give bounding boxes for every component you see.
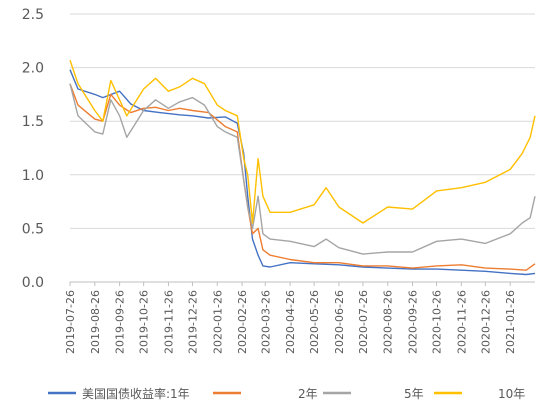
x-tick-label: 2019-11-26 — [162, 290, 175, 354]
y-tick-label: 2.5 — [22, 7, 44, 23]
x-tick-label: 2020-03-26 — [259, 290, 272, 354]
x-tick-label: 2020-06-26 — [333, 290, 346, 354]
legend: 美国国债收益率:1年 2年 5年 10年 — [48, 386, 525, 401]
x-tick-label: 2019-10-26 — [138, 290, 151, 354]
x-tick-label: 2020-04-26 — [284, 290, 297, 354]
legend-label-3: 10年 — [498, 387, 525, 401]
y-tick-label: 0.5 — [22, 221, 44, 237]
x-tick-label: 2020-09-26 — [407, 290, 420, 354]
y-tick-label: 0.0 — [22, 275, 44, 291]
series-line-2 — [69, 83, 536, 255]
x-tick-label: 2020-01-26 — [211, 290, 224, 354]
x-tick-label: 2019-07-26 — [64, 290, 77, 354]
legend-label-2: 5年 — [404, 387, 424, 401]
legend-label-0: 美国国债收益率:1年 — [82, 386, 190, 401]
x-tick-label: 2020-07-26 — [357, 290, 370, 354]
x-axis: 2019-07-26 2019-08-26 2019-09-26 2019-10-26… — [64, 282, 517, 354]
x-tick-label: 2020-10-26 — [431, 290, 444, 354]
gridlines — [70, 13, 535, 229]
x-tick-label: 2020-11-26 — [455, 290, 468, 354]
x-tick-label: 2019-12-26 — [187, 290, 200, 354]
series-line-1 — [69, 83, 536, 271]
x-tick-label: 2020-08-26 — [382, 290, 395, 354]
y-tick-label: 1.0 — [22, 168, 44, 184]
x-tick-label: 2021-01-26 — [504, 290, 517, 354]
x-tick-label: 2020-02-26 — [236, 290, 249, 354]
series-line-0 — [69, 69, 536, 276]
legend-label-1: 2年 — [298, 387, 318, 401]
x-tick-label: 2020-12-26 — [479, 290, 492, 354]
series-lines — [69, 59, 536, 276]
x-tick-label: 2019-08-26 — [89, 290, 102, 354]
y-axis: 0.0 0.5 1.0 1.5 2.0 2.5 — [22, 7, 44, 291]
y-tick-label: 2.0 — [22, 61, 44, 77]
series-line-3 — [69, 59, 536, 224]
y-tick-label: 1.5 — [22, 114, 44, 130]
x-tick-label: 2020-05-26 — [308, 290, 321, 354]
x-tick-label: 2019-09-26 — [114, 290, 127, 354]
